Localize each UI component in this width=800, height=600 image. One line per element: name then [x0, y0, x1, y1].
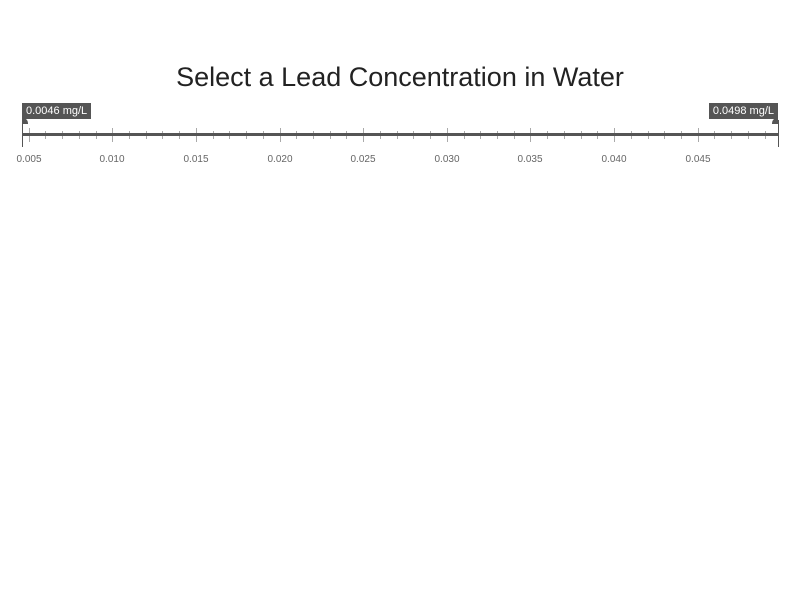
from-handle-cap[interactable]	[22, 118, 28, 124]
tick-label: 0.020	[267, 154, 293, 165]
concentration-range-slider[interactable]: 0.0046 mg/L 0.0498 mg/L 0.005 0.010 0.015 0…	[0, 0, 800, 200]
from-handle[interactable]	[22, 120, 23, 147]
page-title: Select a Lead Concentration in Water	[176, 62, 624, 92]
tick-label: 0.010	[99, 154, 125, 165]
to-handle[interactable]	[778, 120, 779, 147]
slider-track[interactable]	[22, 133, 778, 136]
tick-label: 0.030	[434, 154, 460, 165]
from-value-readout: 0.0046 mg/L	[22, 103, 92, 119]
tick-label: 0.035	[517, 154, 543, 165]
tick-label: 0.025	[350, 154, 376, 165]
tick-label: 0.045	[685, 154, 711, 165]
to-handle-cap[interactable]	[772, 118, 778, 124]
tick-label: 0.040	[601, 154, 627, 165]
tick-label: 0.015	[183, 154, 209, 165]
to-value-readout: 0.0498 mg/L	[708, 103, 778, 119]
tick-label: 0.005	[16, 154, 42, 165]
